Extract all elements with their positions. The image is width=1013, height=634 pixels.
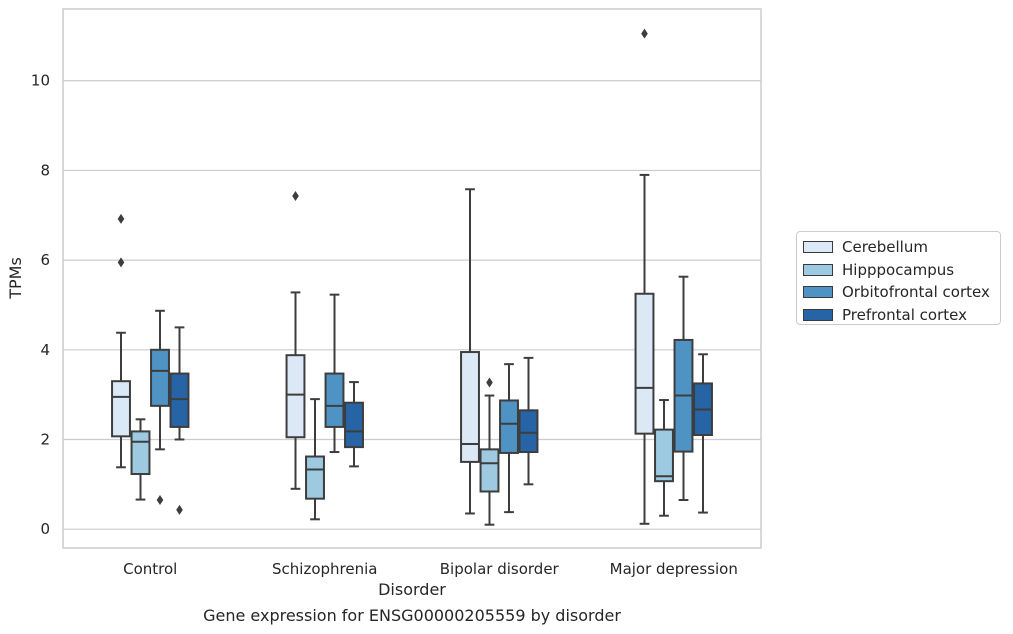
y-axis-label: TPMs	[6, 257, 25, 300]
box	[518, 356, 539, 486]
box	[634, 28, 655, 525]
y-tick-label: 0	[40, 520, 50, 538]
x-tick-label: Control	[123, 560, 177, 578]
box-iqr	[130, 430, 151, 476]
outlier-point	[641, 28, 648, 39]
box-iqr	[634, 292, 655, 435]
outlier-point	[117, 257, 125, 268]
x-tick-labels: Control Schizophrenia Bipolar disorder Majo…	[123, 560, 738, 578]
box-iqr	[305, 455, 325, 500]
x-axis-label: Disorder	[378, 580, 446, 599]
box	[111, 213, 131, 469]
legend-item: Orbitofrontal cortex	[803, 281, 1000, 304]
y-tick-labels: 0 2 4 6 8 10	[31, 72, 50, 538]
legend-swatch	[803, 286, 833, 299]
outlier-point	[156, 495, 164, 506]
box-iqr	[499, 399, 519, 454]
box	[460, 188, 480, 515]
box-iqr	[460, 351, 480, 463]
legend-item: Prefrontal cortex	[803, 304, 1000, 327]
outlier-point	[117, 213, 125, 224]
outlier-point	[176, 504, 183, 515]
box-iqr	[285, 354, 306, 439]
legend-item: Cerebellum	[803, 236, 1000, 259]
outlier-point	[292, 190, 299, 201]
legend-label: Cerebellum	[842, 238, 928, 257]
x-tick-label: Schizophrenia	[272, 560, 377, 578]
box	[479, 377, 500, 526]
x-tick-label: Bipolar disorder	[440, 560, 560, 578]
box-iqr	[518, 409, 539, 454]
box-plot-series	[111, 28, 713, 526]
box	[305, 398, 325, 521]
box-iqr	[169, 372, 190, 428]
box-iqr	[150, 348, 170, 407]
y-tick-label: 6	[40, 251, 50, 269]
box-iqr	[479, 448, 500, 493]
figure-caption: Gene expression for ENSG00000205559 by d…	[203, 606, 621, 625]
box	[499, 363, 519, 514]
y-tick-label: 2	[40, 430, 50, 448]
y-tick-label: 8	[40, 161, 50, 179]
box	[169, 326, 190, 515]
box	[150, 309, 170, 506]
legend-label: Orbitofrontal cortex	[842, 283, 990, 302]
legend-swatch	[803, 263, 833, 276]
plot-frame	[62, 8, 762, 549]
box	[324, 293, 345, 454]
box	[673, 275, 694, 502]
legend-swatch	[803, 241, 833, 254]
y-tick-label: 4	[40, 341, 50, 359]
x-tick-label: Major depression	[610, 560, 738, 578]
outlier-point	[486, 377, 493, 388]
box	[693, 353, 713, 514]
legend-item: Hipppocampus	[803, 259, 1000, 282]
box	[285, 190, 306, 490]
legend-label: Hipppocampus	[842, 260, 955, 279]
box-iqr	[324, 372, 345, 428]
legend-swatch	[803, 308, 833, 321]
box	[344, 381, 364, 468]
box-iqr	[654, 428, 674, 483]
legend: Cerebellum Hipppocampus Orbitofrontal cort…	[796, 231, 1001, 325]
box	[654, 399, 674, 517]
box	[130, 418, 151, 501]
box-iqr	[111, 380, 131, 438]
legend-label: Prefrontal cortex	[842, 305, 967, 324]
y-tick-label: 10	[31, 72, 50, 90]
box-iqr	[344, 401, 364, 449]
